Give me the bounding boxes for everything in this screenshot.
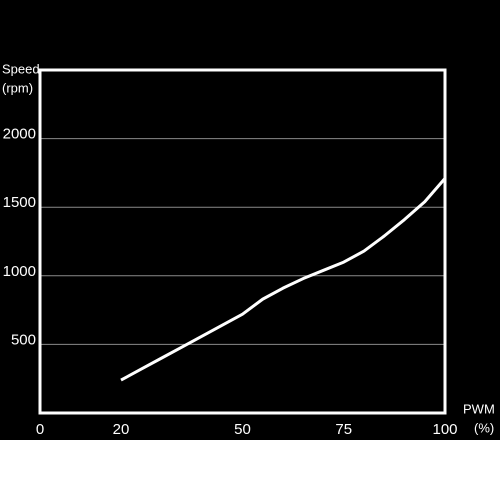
- line: [120, 177, 447, 382]
- x-tick-label: 75: [335, 421, 352, 438]
- x-tick-label: 20: [113, 421, 130, 438]
- chart: Speed (rpm) PWM (%) 500 1000 1500 2000 0 20 50…: [0, 0, 500, 440]
- x-axis-label: PWM: [463, 401, 495, 416]
- x-tick-label: 0: [36, 421, 44, 438]
- y-tick-label: 1500: [3, 194, 36, 211]
- x-axis-label: (%): [474, 420, 494, 435]
- y-axis-label: Speed: [2, 61, 40, 76]
- y-tick-label: 1000: [3, 263, 36, 280]
- y-tick-label: 500: [11, 331, 36, 348]
- background: [0, 0, 500, 440]
- x-tick-label: 50: [234, 421, 251, 438]
- x-tick-label: 100: [432, 421, 457, 438]
- y-tick-label: 2000: [3, 126, 36, 143]
- y-axis-label: (rpm): [2, 80, 33, 95]
- plot-frame: [38, 68, 447, 415]
